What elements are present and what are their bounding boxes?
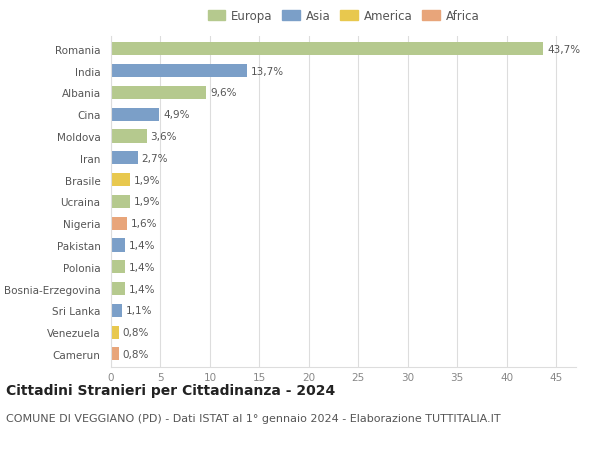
Bar (111, 43, 544, 56)
Bar (111, 347, 119, 361)
Bar (111, 217, 127, 230)
Text: 13,7%: 13,7% (251, 67, 284, 77)
Text: 1,4%: 1,4% (129, 284, 155, 294)
Bar (111, 87, 206, 100)
Bar (111, 239, 125, 252)
Text: 0,8%: 0,8% (123, 349, 149, 359)
Text: 1,9%: 1,9% (134, 197, 160, 207)
Text: 4,9%: 4,9% (163, 110, 190, 120)
Text: 3,6%: 3,6% (151, 132, 177, 142)
Text: 1,6%: 1,6% (131, 218, 157, 229)
Text: 1,1%: 1,1% (126, 306, 152, 316)
Text: 2,7%: 2,7% (142, 153, 168, 163)
Bar (111, 261, 125, 274)
Text: 9,6%: 9,6% (210, 88, 236, 98)
Legend: Europa, Asia, America, Africa: Europa, Asia, America, Africa (203, 5, 484, 28)
Bar (111, 196, 130, 208)
Text: 43,7%: 43,7% (547, 45, 580, 55)
Bar (111, 326, 119, 339)
Bar (111, 108, 160, 122)
Text: Cittadini Stranieri per Cittadinanza - 2024: Cittadini Stranieri per Cittadinanza - 2… (6, 383, 335, 397)
Bar (111, 130, 146, 143)
Bar (111, 174, 130, 187)
Text: COMUNE DI VEGGIANO (PD) - Dati ISTAT al 1° gennaio 2024 - Elaborazione TUTTITALI: COMUNE DI VEGGIANO (PD) - Dati ISTAT al … (6, 413, 500, 423)
Bar (111, 65, 247, 78)
Bar (111, 282, 125, 296)
Text: 1,4%: 1,4% (129, 241, 155, 251)
Text: 1,4%: 1,4% (129, 262, 155, 272)
Bar (111, 304, 122, 317)
Text: 0,8%: 0,8% (123, 327, 149, 337)
Bar (111, 152, 138, 165)
Text: 1,9%: 1,9% (134, 175, 160, 185)
